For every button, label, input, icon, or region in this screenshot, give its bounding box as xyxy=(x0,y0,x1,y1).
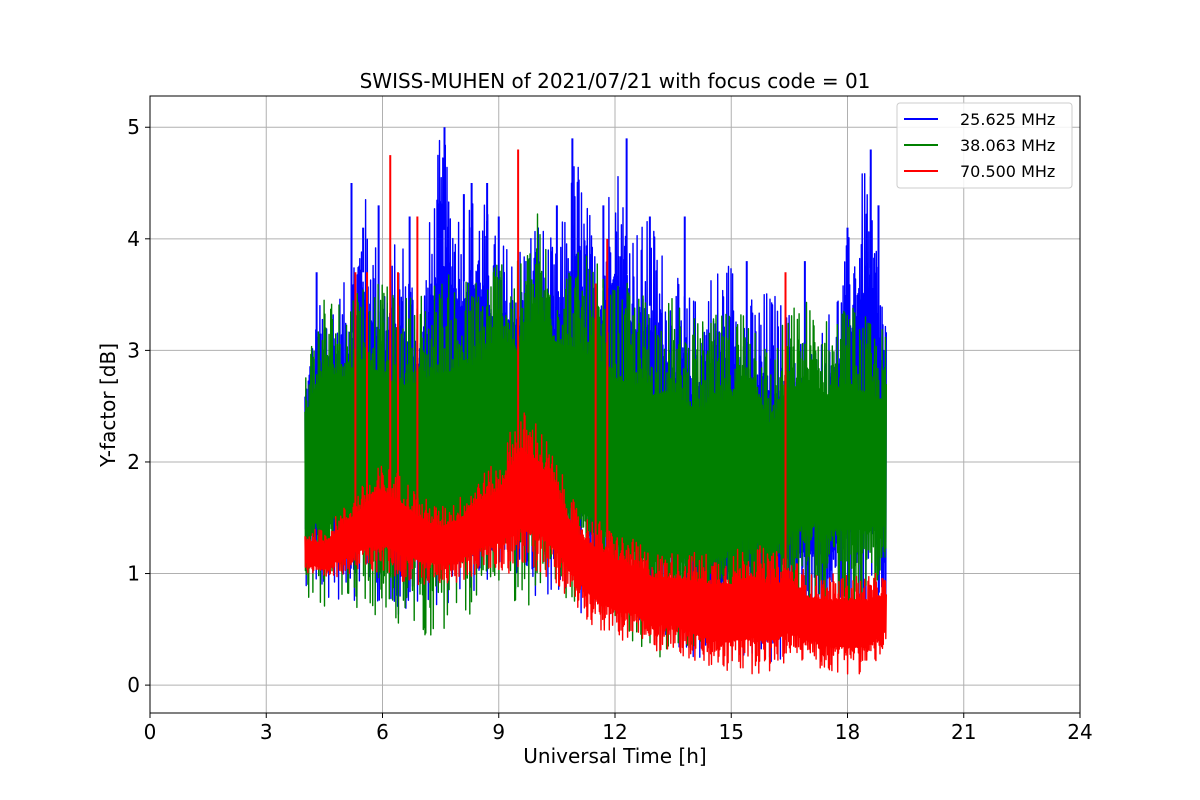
x-tick-label: 6 xyxy=(376,720,389,744)
x-tick-label: 15 xyxy=(719,720,744,744)
x-tick-label: 12 xyxy=(602,720,627,744)
legend-box xyxy=(896,102,1073,189)
x-tick-label: 24 xyxy=(1067,720,1092,744)
x-tick-label: 9 xyxy=(492,720,505,744)
x-axis: 0 3 6 9 12 15 18 21 24 xyxy=(144,713,1093,744)
y-tick-label: 3 xyxy=(127,338,140,362)
y-tick-label: 1 xyxy=(127,562,140,586)
legend-label-38: 38.063 MHz xyxy=(960,136,1055,155)
y-tick-label: 0 xyxy=(127,673,140,697)
chart-title: SWISS-MUHEN of 2021/07/21 with focus cod… xyxy=(360,69,871,93)
plot-area xyxy=(304,127,887,675)
legend-label-25: 25.625 MHz xyxy=(960,110,1055,129)
y-tick-label: 2 xyxy=(127,450,140,474)
x-tick-label: 3 xyxy=(260,720,273,744)
legend-label-70: 70.500 MHz xyxy=(960,162,1055,181)
y-axis-label: Y-factor [dB] xyxy=(96,343,120,468)
x-axis-label: Universal Time [h] xyxy=(523,744,706,768)
x-tick-label: 0 xyxy=(144,720,157,744)
y-axis: 0 1 2 3 4 5 xyxy=(127,115,150,697)
y-tick-label: 5 xyxy=(127,115,140,139)
y-tick-label: 4 xyxy=(127,227,140,251)
x-tick-label: 21 xyxy=(951,720,976,744)
x-tick-label: 18 xyxy=(835,720,860,744)
legend: 25.625 MHz 38.063 MHz 70.500 MHz xyxy=(896,102,1073,189)
series-layer xyxy=(304,127,887,675)
